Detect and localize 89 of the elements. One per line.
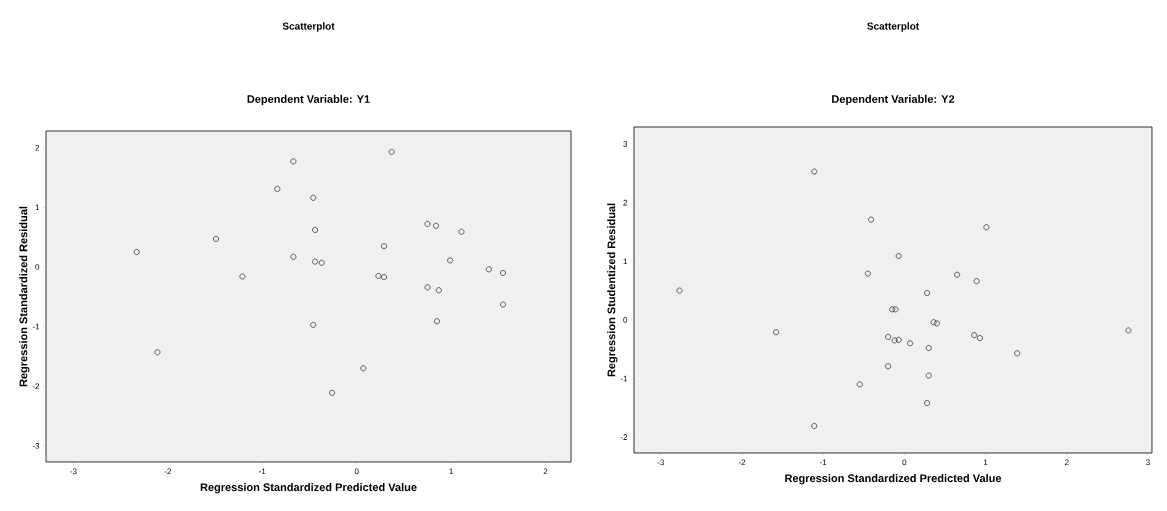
point xyxy=(891,337,898,344)
x-tick-label: -2 xyxy=(738,459,746,466)
x-tick-label: 2 xyxy=(543,468,548,475)
point xyxy=(925,372,932,379)
point xyxy=(895,253,902,259)
point xyxy=(388,148,395,155)
point xyxy=(895,336,902,343)
point xyxy=(971,332,978,339)
point xyxy=(973,278,980,285)
point xyxy=(310,321,317,328)
y-tick-label: -1 xyxy=(620,375,628,382)
point xyxy=(435,287,442,294)
y-tick-label: -1 xyxy=(32,323,40,330)
chart-title: Scatterplot xyxy=(867,22,919,32)
point xyxy=(889,306,896,313)
point xyxy=(329,389,336,396)
point xyxy=(1014,350,1021,357)
point xyxy=(239,273,246,280)
point xyxy=(500,270,506,276)
point xyxy=(424,284,431,291)
point xyxy=(381,243,387,249)
point xyxy=(983,224,990,231)
y-tick-label: -3 xyxy=(32,443,40,449)
x-tick-label: -1 xyxy=(259,468,266,475)
x-tick-label: -1 xyxy=(819,459,827,466)
point xyxy=(925,345,932,351)
point xyxy=(375,273,382,279)
point xyxy=(447,257,454,264)
point xyxy=(458,228,465,235)
x-tick-label: 0 xyxy=(902,459,907,466)
point xyxy=(930,319,937,326)
y-tick-label: 0 xyxy=(623,317,628,323)
point xyxy=(310,194,317,201)
point xyxy=(954,271,961,278)
y-tick-label: 2 xyxy=(623,199,628,206)
x-tick-label: 1 xyxy=(983,459,988,466)
y-tick-label: 3 xyxy=(623,141,628,147)
x-tick-label: 2 xyxy=(1064,459,1069,466)
point xyxy=(773,329,779,336)
chart-title: Scatterplot xyxy=(282,22,335,32)
point xyxy=(318,259,325,266)
x-axis-title: Regression Standardized Predicted Value xyxy=(785,474,1002,485)
point xyxy=(500,301,506,308)
point xyxy=(976,335,983,341)
point xyxy=(433,222,439,229)
point xyxy=(676,287,683,294)
point xyxy=(1125,327,1132,334)
x-axis-title: Regression Standardized Predicted Value xyxy=(200,483,417,494)
chart-subtitle: Dependent Variable: Y1 xyxy=(247,94,370,106)
point xyxy=(892,306,899,313)
chart-subtitle: Dependent Variable: Y2 xyxy=(832,94,955,106)
point xyxy=(885,333,892,340)
point xyxy=(154,349,161,356)
x-tick-label: -3 xyxy=(70,468,77,475)
y-tick-label: 1 xyxy=(623,258,628,265)
point xyxy=(485,266,492,273)
point xyxy=(312,258,319,265)
y-tick-label: -2 xyxy=(620,434,628,440)
x-tick-label: 0 xyxy=(354,468,359,475)
point xyxy=(811,168,818,175)
y-tick-label: -2 xyxy=(32,383,40,390)
x-tick-label: 3 xyxy=(1146,459,1150,466)
x-tick-label: -2 xyxy=(164,468,171,475)
y-axis-title: Regression Studentized Residual xyxy=(607,203,618,377)
x-tick-label: -3 xyxy=(657,459,664,466)
point xyxy=(133,249,140,255)
point xyxy=(811,423,818,429)
point xyxy=(933,320,940,327)
point xyxy=(274,185,281,192)
y-tick-label: 0 xyxy=(35,264,40,270)
point xyxy=(868,216,874,223)
point xyxy=(864,270,871,277)
point xyxy=(924,290,930,296)
point xyxy=(360,365,367,372)
y-axis-title: Regression Standardized Residual xyxy=(19,206,30,387)
x-tick-label: 1 xyxy=(449,468,453,475)
point xyxy=(907,340,913,347)
point xyxy=(424,221,431,227)
point xyxy=(924,400,930,407)
point xyxy=(885,363,892,370)
point xyxy=(213,236,219,242)
point xyxy=(856,381,863,388)
y-tick-label: 2 xyxy=(35,144,40,151)
point xyxy=(381,274,387,281)
point xyxy=(312,227,319,233)
point xyxy=(290,158,297,165)
point xyxy=(434,318,440,325)
y-tick-label: 1 xyxy=(35,204,40,211)
point xyxy=(290,253,297,260)
